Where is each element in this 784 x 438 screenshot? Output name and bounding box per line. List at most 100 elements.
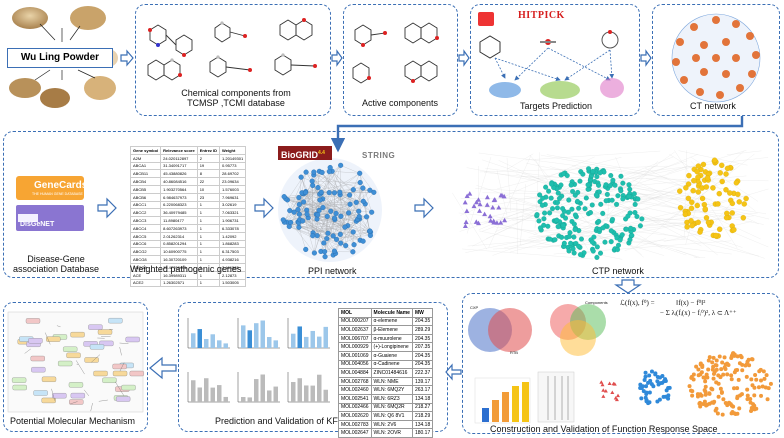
chemical-panel (135, 4, 331, 116)
ppi-edge (287, 199, 337, 214)
table-cell: ACE2 (129, 278, 162, 288)
arrow-frs-to-kfcg (445, 363, 462, 381)
ctp-compound-node (462, 199, 468, 205)
gene-row: ABCA1 31.34091717 19 0.95773 (129, 161, 247, 171)
ctp-compound-node (498, 220, 504, 225)
ctp-pathogenic-node (695, 174, 701, 180)
ppi-edge (305, 191, 357, 222)
ppi-node (350, 249, 356, 255)
table-cell: MOL001069 (338, 350, 372, 361)
molecule-row: MOL002466 WLN: 6MQ2R 218.27 (338, 402, 434, 413)
kfcg-bar (247, 397, 252, 402)
ctp-pathogenic-node (677, 188, 683, 194)
ctp-compound-node (464, 208, 470, 213)
kfcg-bar (273, 386, 278, 402)
kfcg-bar (210, 387, 215, 402)
ppi-node (318, 189, 324, 195)
ctp-edge (540, 155, 735, 192)
ppi-edge (321, 192, 371, 236)
pathway-node (41, 397, 56, 404)
ctp-target-node (615, 193, 621, 199)
disease-caption-1: Disease-Gene (27, 254, 85, 264)
ctp-pathogenic-node (702, 206, 708, 212)
kfcg-bar (267, 337, 272, 348)
ppi-edge (289, 226, 324, 244)
frs-gene-node (717, 354, 722, 359)
ctp-edge (711, 202, 732, 226)
frs-gene-node (753, 372, 758, 377)
frs-gene-node (740, 368, 745, 373)
ctp-pathogenic-node (705, 219, 712, 226)
molecule-row: MOL004884 ZINC01484616 222.37 (338, 368, 434, 378)
ctp-edge (590, 175, 747, 190)
frs-gene-node (703, 392, 708, 397)
ctp-edge (476, 185, 687, 256)
table-cell: 2.01262314 (160, 231, 198, 241)
ctp-target-node (546, 188, 552, 194)
biogrid-logo-box: BioGRID4.4 (278, 146, 332, 160)
frs-gene-node (716, 381, 721, 386)
table-cell: 218.29 (411, 411, 434, 421)
frs-gene-node (725, 372, 730, 377)
ppi-node (303, 246, 309, 252)
ctp-target-node (598, 201, 604, 207)
active-caption: Active components (362, 98, 439, 108)
table-cell: 289.29 (411, 325, 434, 335)
ctp-edge (498, 160, 579, 198)
frs-gene-node (760, 384, 765, 389)
ctp-target-node (542, 210, 548, 216)
table-cell: MOL004056 (338, 359, 372, 370)
table-cell: WLN: Q6 8V1 (370, 411, 413, 421)
frs-compound-node (600, 382, 605, 387)
ppi-node (337, 189, 343, 195)
molecule-row: MOL002783 WLN: 2V6 134.18 (338, 419, 434, 430)
pathway-node (66, 352, 81, 358)
ctp-pathogenic-node (736, 199, 742, 205)
frs-gene-node (694, 364, 699, 369)
gene-row: ABCC5 2.01262314 1 1.42092 (129, 231, 247, 241)
molecule-table: MOL Molecule Name MW MOL000207 α-elemene 204.… (338, 308, 434, 438)
ctp-edge (525, 150, 661, 161)
ctp-edge (479, 230, 623, 260)
ctp-target-node (618, 173, 624, 179)
ppi-node (324, 236, 330, 242)
frs-compound-node (611, 381, 616, 386)
kfcg-bar (297, 326, 302, 348)
pathway-link (119, 347, 122, 356)
venn-3set (550, 304, 606, 356)
molecule-row: MOL002620 WLN: Q6 8V1 218.29 (338, 411, 434, 421)
ppi-edge (286, 197, 299, 223)
kfcg-bar (204, 339, 209, 348)
table-cell: α-elemene (370, 316, 413, 327)
atom-dots (148, 18, 317, 77)
ctp-target-node (554, 205, 560, 211)
frs-gene-node (745, 397, 750, 402)
ppi-edge (316, 218, 335, 252)
kfcg-bar (260, 374, 265, 402)
ctp-compound-node (487, 213, 493, 219)
pathway-node (89, 344, 105, 350)
ctp-target-node (571, 221, 577, 227)
ppi-node (367, 228, 373, 234)
ppi-edge (324, 231, 370, 252)
ctp-target-node (588, 210, 594, 216)
ctp-target-node (537, 192, 543, 198)
ctp-edge (465, 228, 581, 253)
gene-row: A2M 24.020112897 2 1.20149301 (129, 153, 247, 163)
frs-gene-node (737, 406, 742, 411)
ctp-pathogenic-node (682, 211, 689, 218)
ctp-compound-node (475, 197, 481, 202)
table-cell: 16.30720109 (160, 255, 198, 264)
ctp-edge (520, 184, 526, 246)
table-cell: 3.02619 (219, 200, 247, 210)
ctp-target-node (617, 237, 623, 243)
frs-target-node (638, 382, 643, 387)
frs-gene-node (752, 393, 757, 398)
ctp-target-node (578, 236, 584, 242)
ppi-node (311, 250, 317, 256)
ctp-edge (488, 155, 532, 248)
ctp-target-node (539, 202, 545, 208)
frs-gene-node (690, 389, 695, 394)
ctp-target-node (623, 226, 629, 232)
